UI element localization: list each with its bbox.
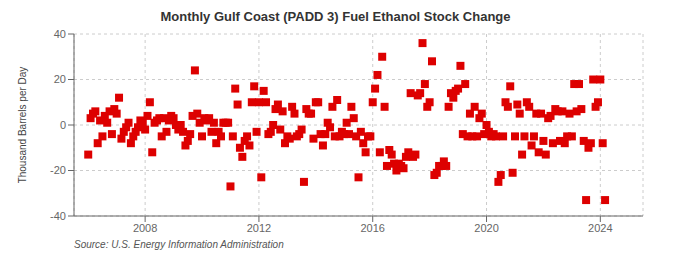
svg-text:2016: 2016 — [360, 222, 384, 234]
svg-text:0: 0 — [60, 119, 66, 131]
svg-text:Thousand Barrels per Day: Thousand Barrels per Day — [17, 67, 28, 184]
svg-text:-40: -40 — [50, 210, 66, 222]
svg-text:40: 40 — [54, 28, 66, 40]
svg-text:2024: 2024 — [588, 222, 612, 234]
svg-text:2020: 2020 — [474, 222, 498, 234]
svg-text:2008: 2008 — [133, 222, 157, 234]
svg-text:-20: -20 — [50, 164, 66, 176]
html-text:Monthly Gulf Coast (PADD 3) Fu: Monthly Gulf Coast (PADD 3) Fuel Ethanol… — [160, 9, 511, 24]
html-text:Source: U.S. Energy Informatio: Source: U.S. Energy Information Administ… — [74, 239, 284, 250]
svg-text:2012: 2012 — [247, 222, 271, 234]
svg-text:20: 20 — [54, 73, 66, 85]
